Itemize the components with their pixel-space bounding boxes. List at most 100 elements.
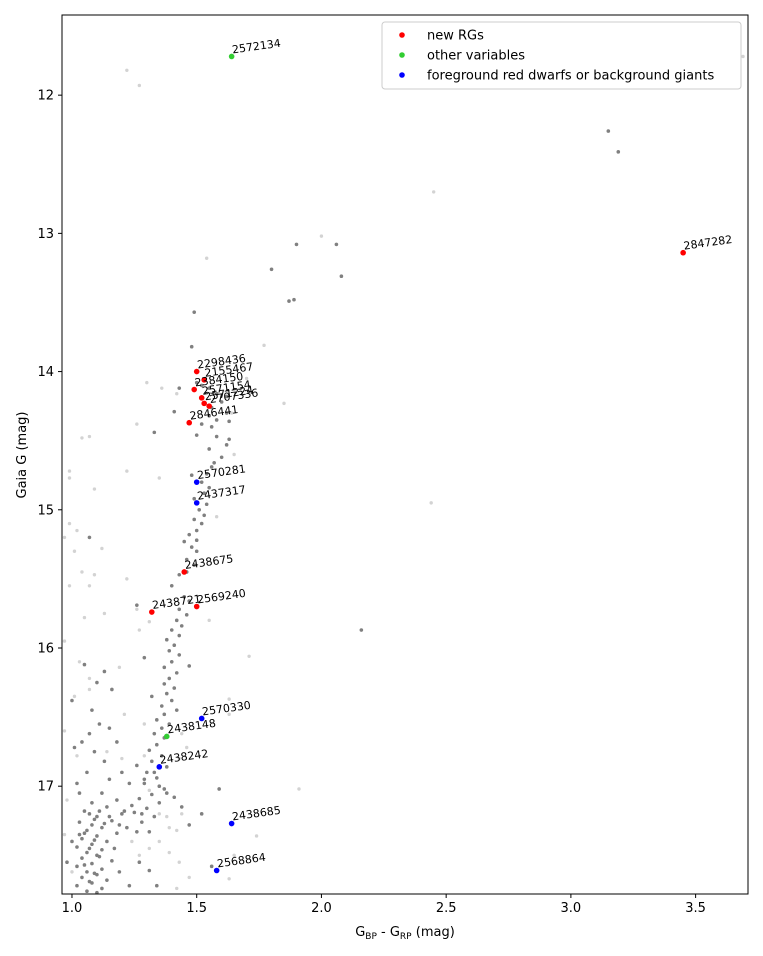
background-star — [120, 812, 124, 816]
background-star — [192, 517, 197, 522]
background-star — [85, 850, 89, 855]
legend: new RGs other variables foreground red d… — [381, 21, 742, 90]
background-star — [102, 821, 107, 826]
background-star — [135, 830, 139, 834]
star-label-2438685: 2438685 — [231, 804, 281, 824]
background-star — [189, 344, 194, 349]
background-star-faint — [214, 514, 219, 519]
background-star-faint — [87, 434, 92, 439]
background-star — [187, 532, 192, 537]
highlighted-star-2438721 — [149, 609, 155, 615]
background-star — [339, 274, 344, 279]
background-star — [169, 628, 174, 632]
background-star — [90, 842, 94, 847]
star-label-2438675: 2438675 — [184, 552, 234, 572]
background-star — [92, 749, 97, 754]
legend-label: new RGs — [427, 29, 484, 44]
background-star-faint — [175, 886, 179, 891]
background-star-faint — [67, 476, 72, 480]
background-star — [269, 267, 274, 272]
background-star-faint — [92, 487, 97, 491]
background-star-faint — [175, 828, 179, 833]
background-star — [137, 860, 142, 865]
background-star — [207, 414, 211, 418]
background-star — [162, 682, 167, 686]
legend-entry-new-rgs: new RGs — [399, 29, 484, 44]
background-star-faint — [125, 577, 129, 581]
y-tick-label: 17 — [37, 780, 54, 795]
y-tick-label: 15 — [37, 503, 54, 518]
background-star-faint — [282, 401, 286, 406]
background-star — [87, 846, 92, 851]
background-star — [157, 800, 162, 805]
background-star — [132, 810, 137, 815]
background-star — [616, 150, 621, 154]
background-star-faint — [244, 376, 249, 381]
background-star-faint — [62, 729, 67, 733]
background-star — [154, 883, 159, 888]
background-star — [117, 823, 122, 827]
background-star-faint — [70, 870, 74, 874]
background-star — [90, 861, 94, 866]
background-star — [162, 787, 167, 791]
background-star — [140, 812, 144, 816]
background-star — [202, 491, 206, 495]
legend-label: foreground red dwarfs or background gian… — [427, 69, 714, 84]
background-star — [90, 823, 94, 827]
background-star — [292, 297, 296, 302]
background-star-faint — [180, 812, 184, 816]
star-label-2846441: 2846441 — [189, 403, 239, 423]
background-star — [194, 433, 199, 437]
background-star — [179, 805, 184, 809]
background-star — [152, 731, 157, 736]
background-star — [207, 447, 211, 451]
background-star — [115, 740, 119, 744]
background-star-faint — [67, 469, 72, 473]
legend-label: other variables — [427, 49, 525, 64]
background-star — [80, 875, 84, 880]
background-star — [214, 434, 219, 439]
highlighted-star-2568864 — [213, 867, 220, 874]
background-star-faint — [142, 722, 147, 726]
highlighted-star-2846441 — [186, 419, 193, 426]
background-star-faint — [125, 68, 129, 72]
background-star — [159, 753, 164, 758]
background-star-faint — [87, 676, 92, 681]
background-star — [189, 473, 194, 478]
background-star — [87, 812, 92, 816]
background-star-faint — [75, 528, 79, 533]
background-star-faint — [147, 788, 152, 793]
background-star-faint — [297, 787, 301, 791]
background-star — [82, 831, 87, 835]
background-star — [75, 864, 79, 869]
background-star — [187, 599, 192, 603]
background-star — [192, 563, 197, 567]
background-star — [177, 572, 182, 577]
background-star — [140, 820, 144, 824]
background-star — [85, 828, 89, 833]
highlighted-star-2572134 — [228, 53, 235, 60]
highlighted-star-2438242 — [156, 764, 163, 770]
background-star-faint — [157, 812, 161, 816]
plot-frame — [61, 14, 749, 895]
background-star — [172, 686, 177, 690]
highlighted-star-2437317 — [193, 500, 200, 506]
background-star — [100, 825, 104, 830]
background-star-faint — [177, 860, 181, 864]
background-star-faint — [67, 521, 72, 526]
background-star-faint — [135, 422, 139, 426]
background-star — [214, 418, 219, 422]
background-star — [187, 823, 192, 827]
background-star-faint — [65, 798, 69, 802]
highlighted-star-2571224 — [201, 400, 207, 407]
background-star — [167, 722, 172, 726]
background-star-faint — [254, 834, 259, 838]
background-star — [224, 411, 229, 415]
background-star — [80, 740, 84, 744]
background-star — [100, 886, 104, 891]
background-star — [147, 868, 152, 873]
background-star — [102, 759, 107, 764]
background-star — [142, 655, 147, 660]
background-star — [209, 864, 214, 869]
